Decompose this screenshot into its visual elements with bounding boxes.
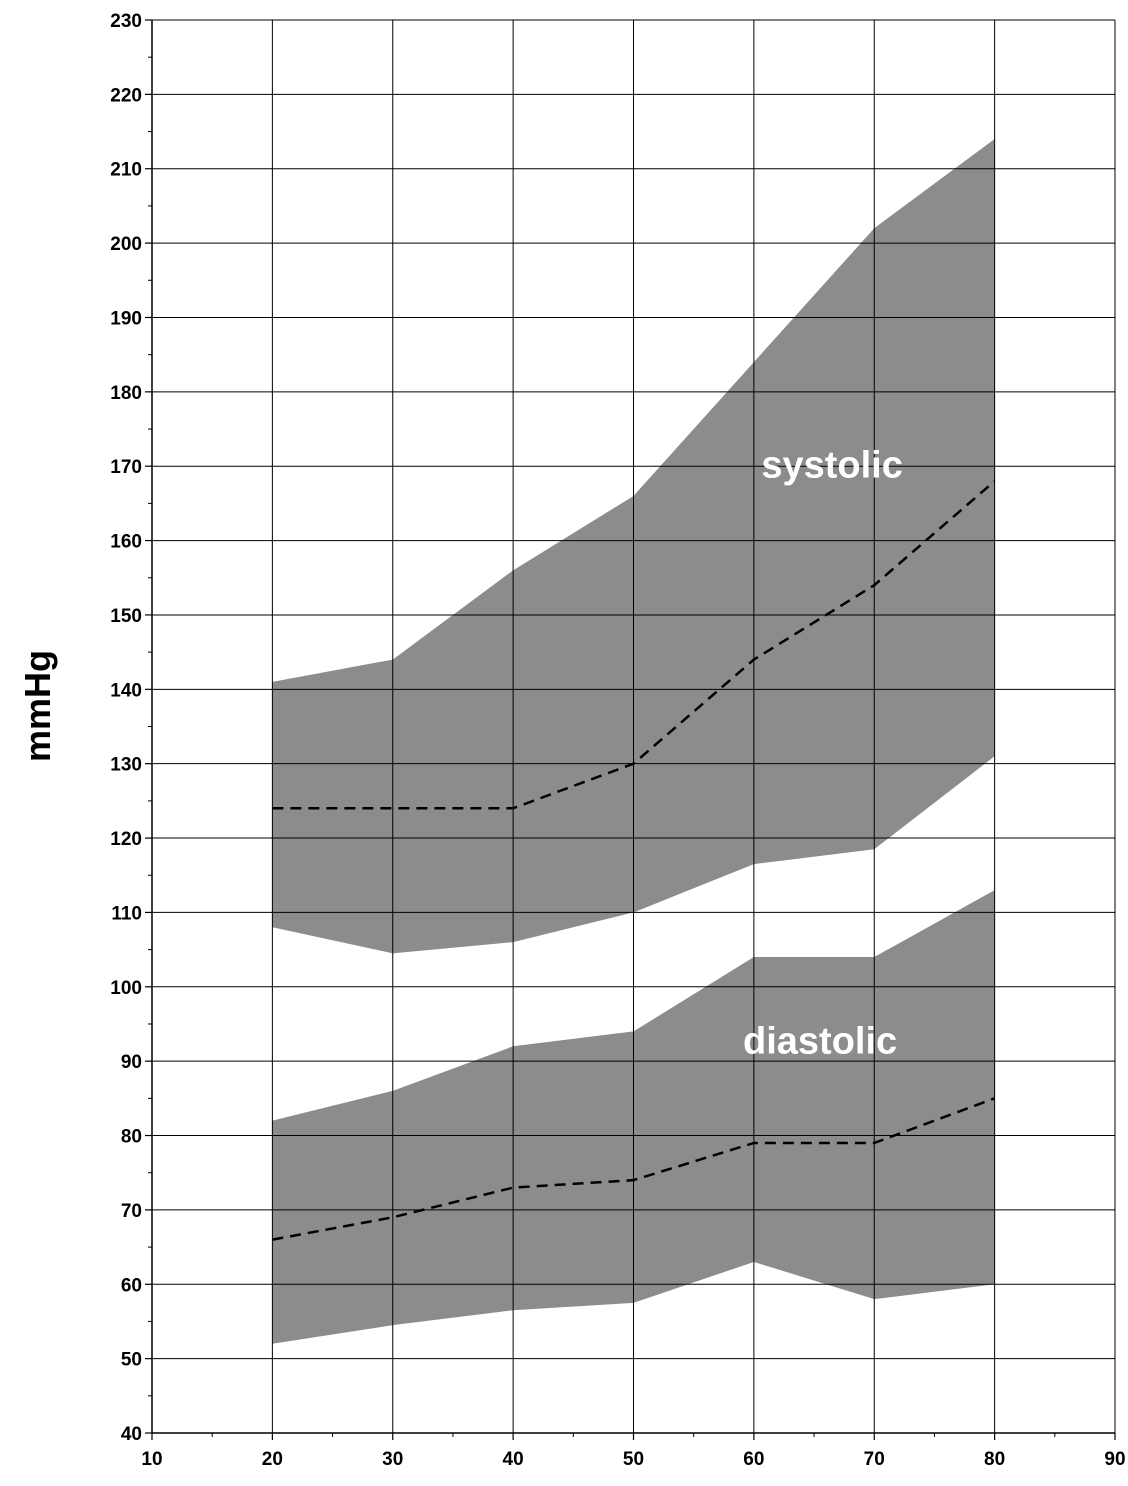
y-tick-label: 130 (110, 755, 142, 776)
y-tick-label: 120 (110, 829, 142, 850)
systolic-median-line (272, 480, 996, 810)
y-tick-label: 180 (110, 383, 142, 404)
y-tick-label: 170 (110, 457, 142, 478)
y-tick-label: 220 (110, 85, 142, 106)
x-tick-label: 90 (1104, 1449, 1125, 1470)
y-tick-label: 140 (110, 680, 142, 701)
systolic-label: systolic (761, 444, 903, 486)
x-tick-label: 70 (864, 1449, 885, 1470)
y-tick-label: 230 (110, 11, 142, 32)
y-tick-label: 150 (110, 606, 142, 627)
diastolic-label: diastolic (743, 1021, 897, 1063)
y-tick-label: 80 (121, 1127, 142, 1148)
y-tick-label: 60 (121, 1275, 142, 1296)
x-tick-label: 60 (743, 1449, 764, 1470)
y-axis-title: mmHg (17, 650, 58, 762)
y-tick-label: 40 (121, 1424, 142, 1445)
x-tick-label: 20 (262, 1449, 283, 1470)
x-tick-label: 10 (141, 1449, 162, 1470)
median-layer (272, 480, 996, 1241)
diastolic-median-line (272, 1097, 996, 1241)
x-tick-label: 40 (503, 1449, 524, 1470)
band-labels: systolic diastolic (743, 444, 903, 1062)
axes-layer (145, 19, 1116, 1440)
y-tick-label: 50 (121, 1350, 142, 1371)
y-tick-label: 210 (110, 160, 142, 181)
y-tick-label: 70 (121, 1201, 142, 1222)
y-tick-label: 90 (121, 1052, 142, 1073)
x-tick-label: 30 (382, 1449, 403, 1470)
x-tick-label: 50 (623, 1449, 644, 1470)
y-tick-label: 110 (111, 903, 142, 924)
y-tick-label: 200 (110, 234, 142, 255)
y-tick-label: 100 (110, 978, 142, 999)
x-tick-label: 80 (984, 1449, 1005, 1470)
y-tick-label: 190 (110, 308, 142, 329)
tick-labels: 40 50 60 70 80 90 100 110 120 130 140 150 160 170 180 1… (110, 11, 1125, 1470)
y-tick-label: 160 (110, 532, 142, 553)
